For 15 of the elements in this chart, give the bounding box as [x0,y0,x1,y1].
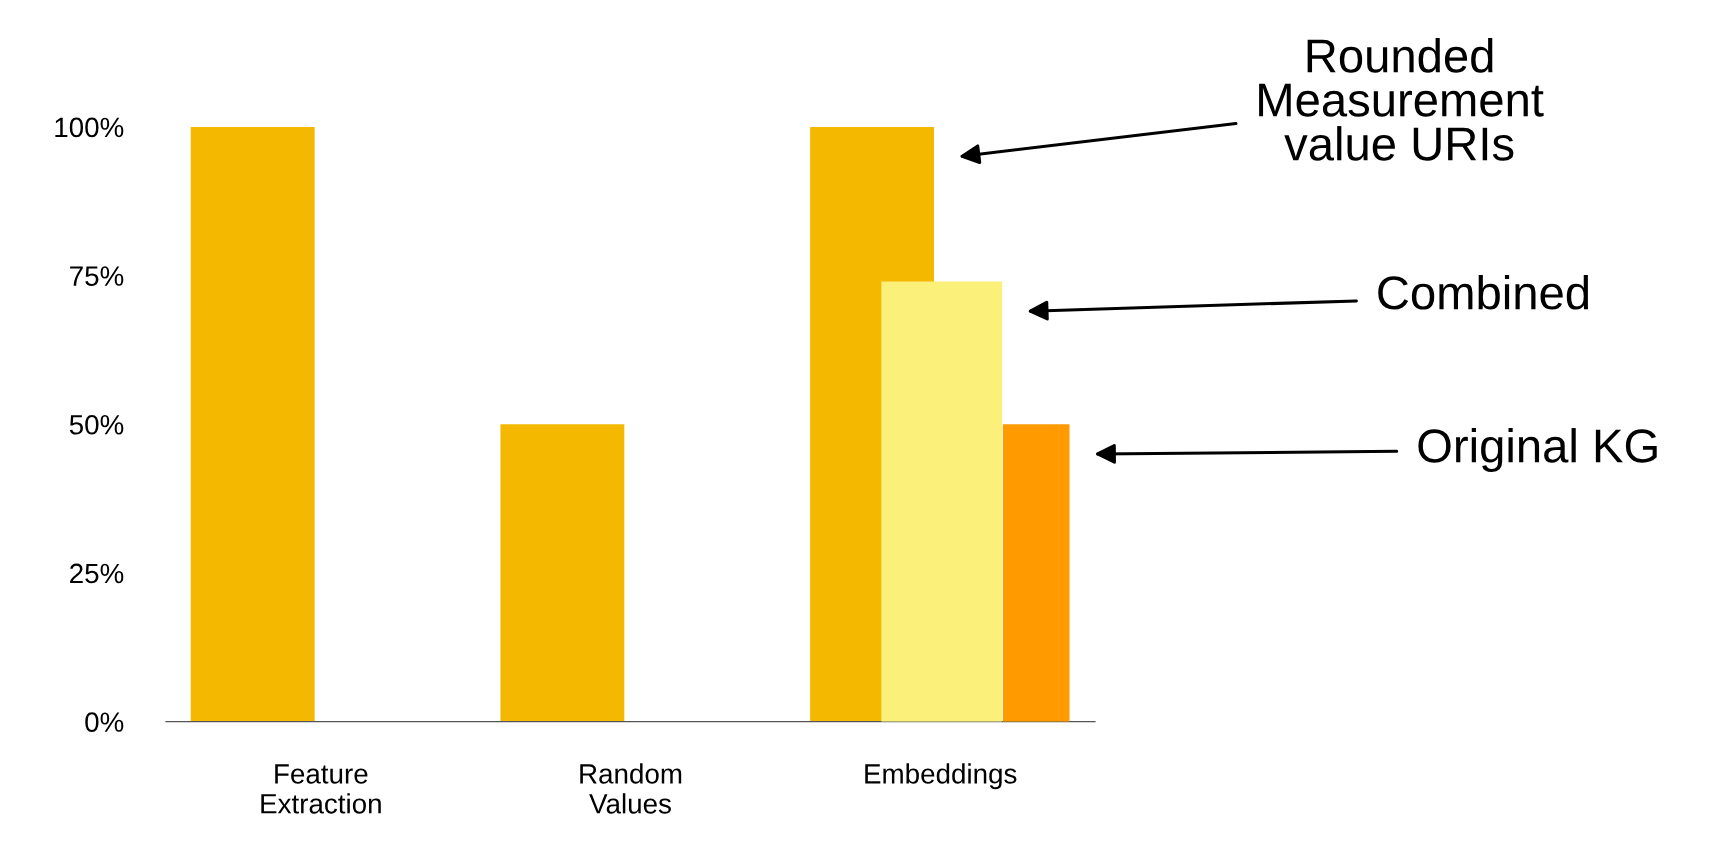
y-tick-label: 75% [70,266,124,286]
bar [190,126,315,722]
text: Combined [1378,274,1589,310]
text: Rounded Measurement value URIs [1259,38,1544,161]
x-tick-label: Embeddings [865,763,1017,790]
text: Original KG [1418,428,1657,473]
bar [1002,424,1070,722]
y-tick-label: 25% [70,563,124,584]
bar [500,424,625,722]
bar [881,281,1003,722]
x-tick-label: Random Values [580,763,682,814]
y-tick-label: 50% [69,414,124,435]
y-tick-label: 0% [85,712,124,732]
y-tick-label: 100% [55,117,124,138]
x-tick-label: Feature Extraction [261,764,381,814]
